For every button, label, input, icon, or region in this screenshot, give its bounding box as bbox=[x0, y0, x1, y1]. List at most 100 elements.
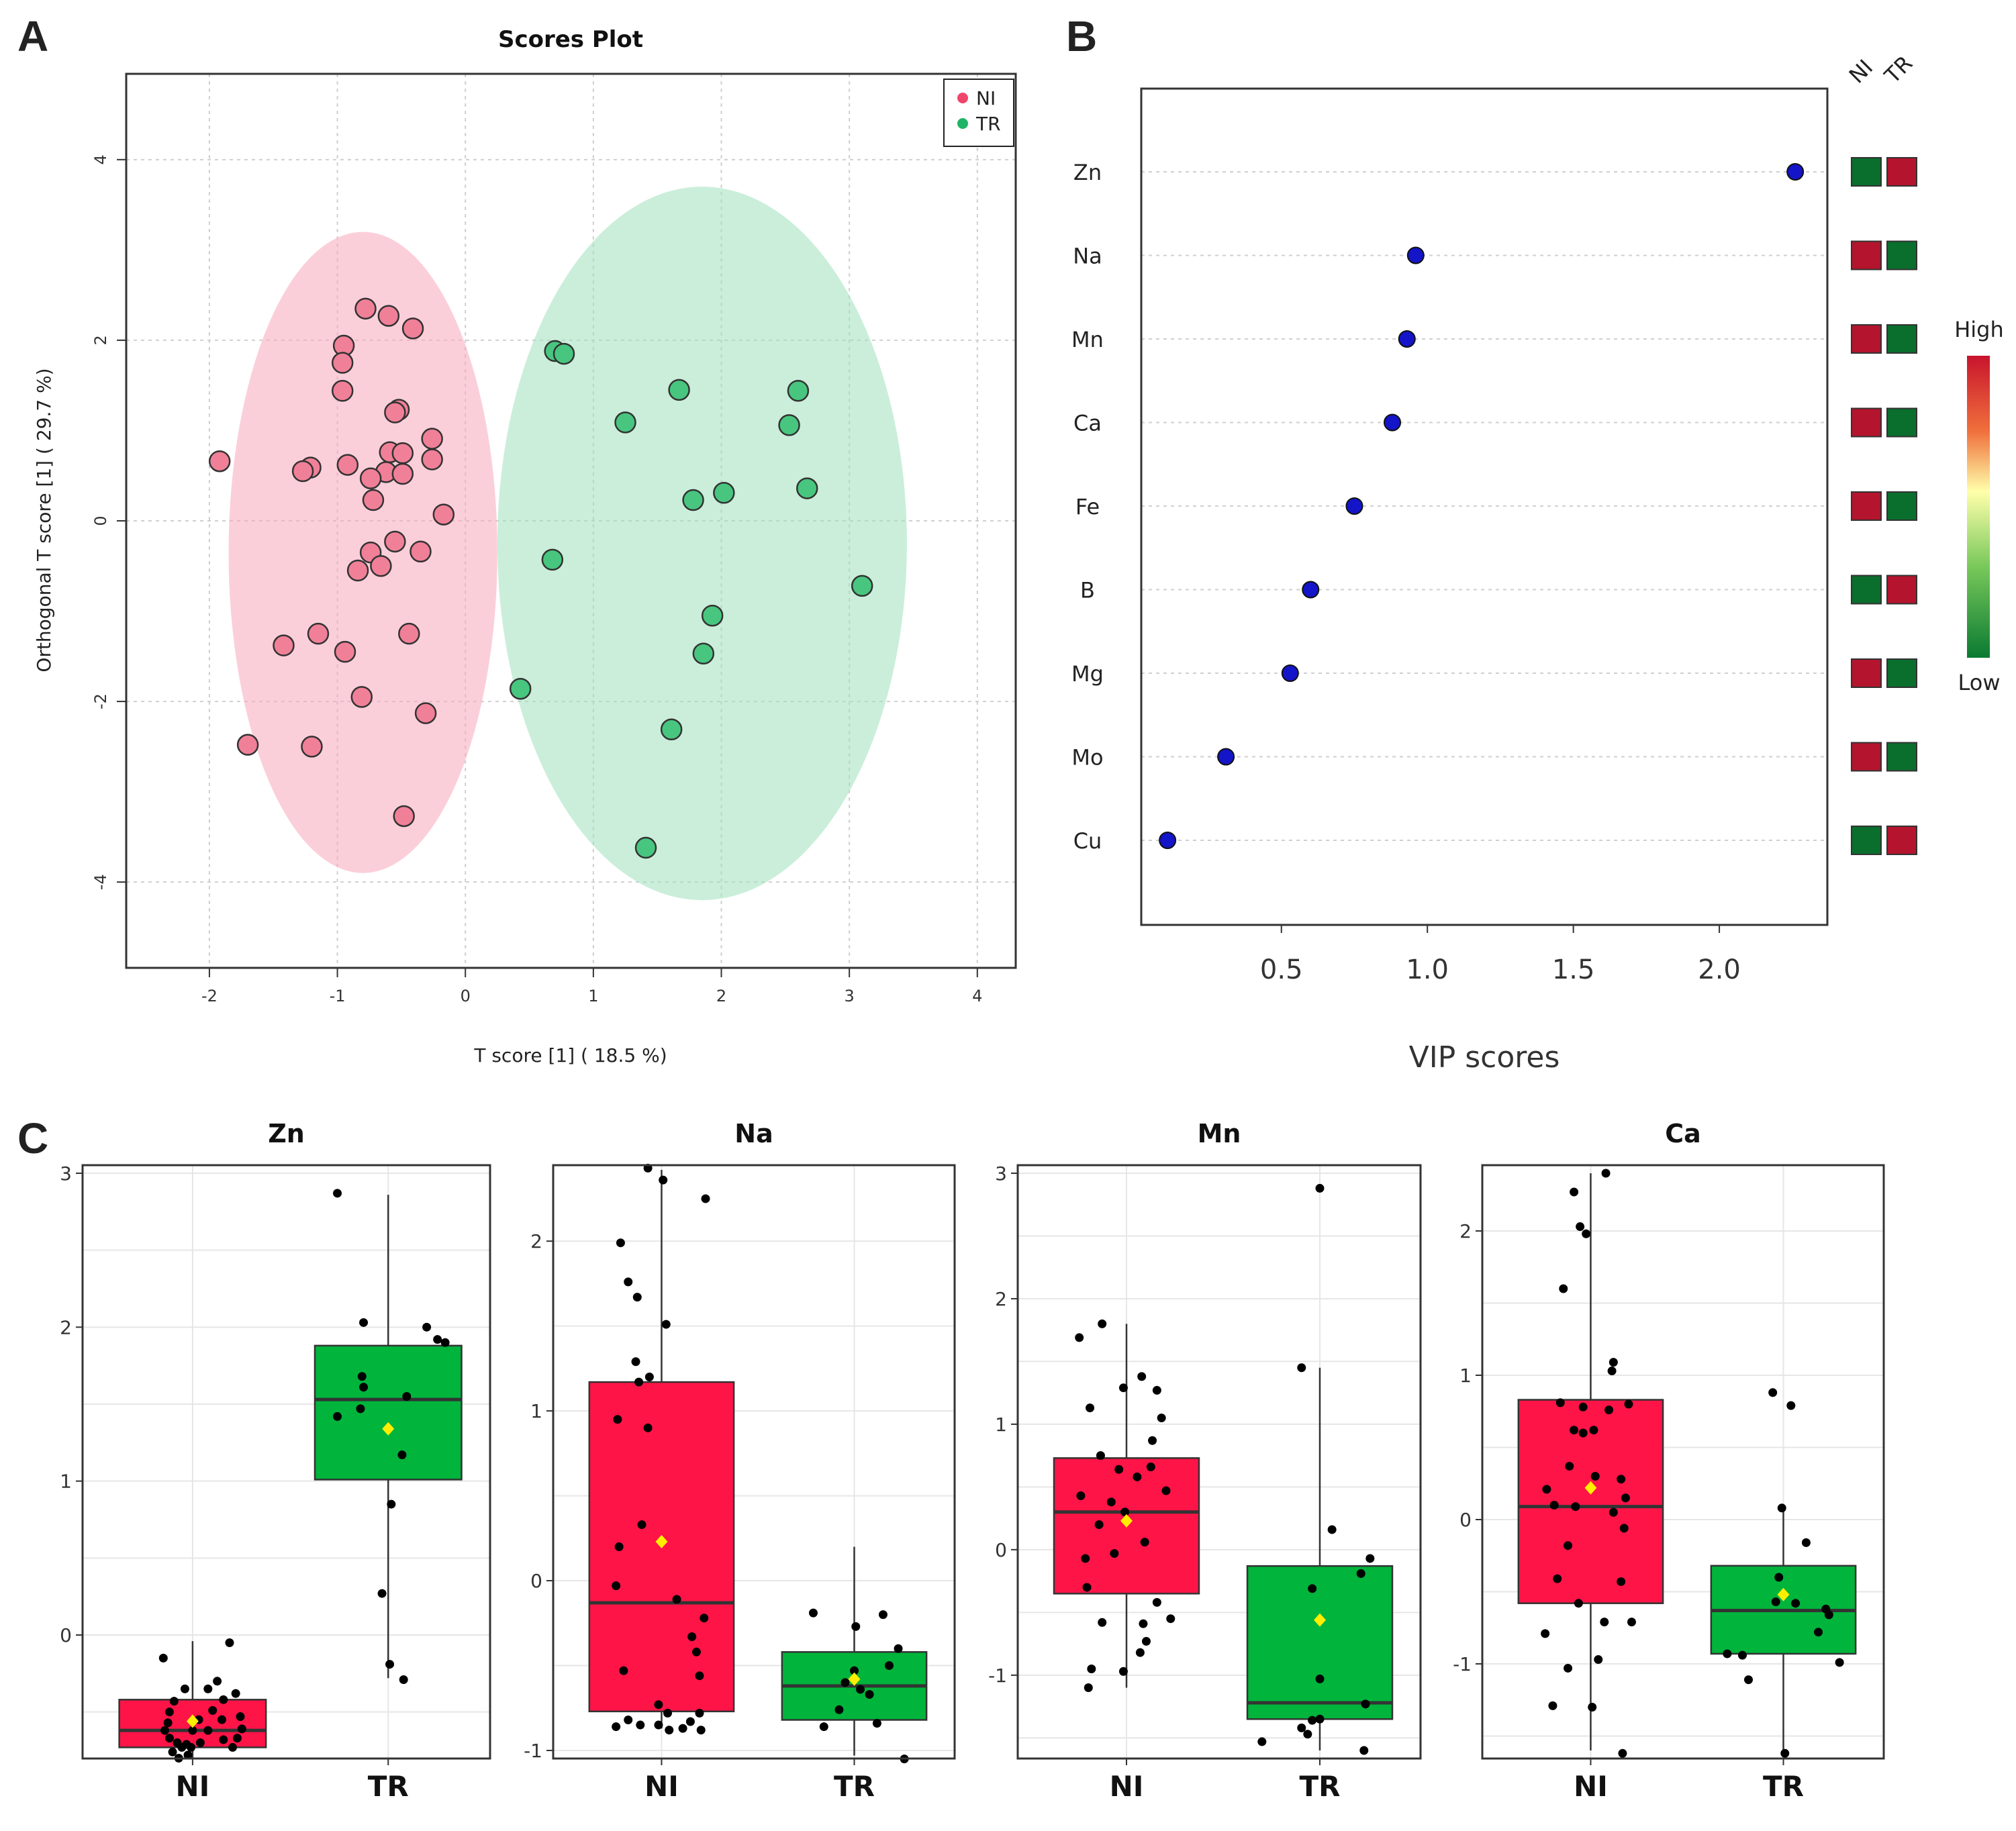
box-y-tick-label: 3 bbox=[995, 1162, 1007, 1185]
box-jitter-point bbox=[228, 1742, 238, 1752]
scores-x-tick-label: 1 bbox=[588, 987, 598, 1005]
ni-score-point bbox=[336, 454, 359, 476]
heatmap-cell bbox=[1851, 407, 1882, 438]
box-mean-marker bbox=[382, 1422, 395, 1436]
ni-score-point bbox=[377, 305, 400, 327]
box-jitter-point bbox=[661, 1320, 671, 1329]
box-plot-title: Na bbox=[734, 1119, 773, 1148]
box-jitter-point bbox=[163, 1718, 173, 1728]
box-jitter-point bbox=[236, 1712, 245, 1722]
vip-x-tick-label: 1.0 bbox=[1406, 954, 1449, 985]
box-plot-frame bbox=[1481, 1164, 1885, 1760]
box-jitter-point bbox=[1308, 1584, 1317, 1593]
box-jitter-point bbox=[219, 1695, 228, 1704]
box-jitter-point bbox=[1565, 1461, 1574, 1471]
box-plots: Zn 0 1 2 3 NI TR Na -1 0 1 2 NI TR Mn -1 0 1 2 3 NI TR Ca -1 0 1 2… bbox=[60, 1119, 1885, 1803]
scores-y-tick-label: -4 bbox=[91, 874, 110, 890]
box-jitter-point bbox=[624, 1277, 633, 1287]
box-mean-marker bbox=[1314, 1613, 1326, 1627]
tr-score-point bbox=[787, 380, 810, 402]
heatmap-cell bbox=[1886, 491, 1917, 521]
box-plot-frame bbox=[552, 1164, 956, 1760]
box-jitter-point bbox=[1365, 1554, 1375, 1563]
ni-score-point bbox=[236, 734, 259, 756]
box-jitter-point bbox=[1607, 1367, 1617, 1376]
vip-element-label: Na bbox=[1073, 244, 1102, 269]
scores-points bbox=[208, 297, 873, 859]
box-plot-na: Na -1 0 1 2 NI TR bbox=[524, 1119, 956, 1803]
heatmap-column-header: NI bbox=[1844, 54, 1878, 88]
tr-score-point bbox=[668, 379, 690, 401]
box-jitter-point bbox=[1118, 1383, 1128, 1393]
box-jitter-point bbox=[1627, 1618, 1636, 1627]
box-jitter-point bbox=[356, 1404, 365, 1414]
box-jitter-point bbox=[850, 1666, 859, 1675]
vip-ticks: 0.5 1.0 1.5 2.0 bbox=[1260, 925, 1741, 985]
box-jitter-point bbox=[614, 1542, 624, 1551]
ni-score-point bbox=[334, 640, 356, 663]
box-x-tick-label: TR bbox=[368, 1770, 409, 1803]
legend-tr-label: TR bbox=[975, 113, 1001, 135]
box-plot-zn: Zn 0 1 2 3 NI TR bbox=[60, 1119, 491, 1803]
box-jitter-point bbox=[1327, 1525, 1337, 1534]
box-jitter-point bbox=[385, 1660, 395, 1669]
scores-ticks: -2 -1 0 1 2 3 4 -4 -2 0 2 4 bbox=[91, 154, 982, 1005]
box-plot-frame bbox=[1016, 1164, 1422, 1760]
box-plot-ca: Ca -1 0 1 2 NI TR bbox=[1453, 1119, 1885, 1803]
heatmap-cell bbox=[1886, 658, 1917, 688]
box-jitter-point bbox=[1600, 1618, 1609, 1627]
box-mean-marker bbox=[655, 1534, 668, 1548]
box-y-tick-label: -1 bbox=[988, 1665, 1007, 1687]
ni-score-point bbox=[273, 634, 295, 656]
box-mean-marker bbox=[1584, 1481, 1597, 1495]
heatmap-cell bbox=[1851, 575, 1882, 605]
box-jitter-point bbox=[1570, 1187, 1579, 1197]
box-jitter-point bbox=[1135, 1648, 1145, 1657]
heatmap-cell bbox=[1851, 826, 1882, 855]
heatmap-cell bbox=[1886, 407, 1917, 438]
panel-letter-b: B bbox=[1066, 12, 1097, 60]
box-jitter-point bbox=[1148, 1436, 1157, 1445]
box-jitter-point bbox=[865, 1690, 874, 1699]
tr-score-point bbox=[509, 678, 532, 700]
vip-point bbox=[1384, 413, 1402, 432]
box-jitter-point bbox=[637, 1520, 646, 1530]
box-plot-mn: Mn -1 0 1 2 3 NI TR bbox=[988, 1119, 1422, 1803]
tr-score-point bbox=[614, 411, 636, 434]
panel-letter-c: C bbox=[17, 1114, 48, 1162]
box-jitter-point bbox=[696, 1726, 706, 1735]
box-jitter-point bbox=[1571, 1502, 1580, 1512]
box-jitter-point bbox=[1621, 1493, 1630, 1503]
box-jitter-point bbox=[208, 1705, 218, 1715]
box-jitter-point bbox=[225, 1638, 234, 1647]
box-jitter-point bbox=[695, 1708, 704, 1718]
box-y-tick-label: 2 bbox=[60, 1316, 72, 1338]
box-jitter-point bbox=[1098, 1618, 1107, 1627]
box-jitter-point bbox=[644, 1373, 654, 1382]
box-jitter-point bbox=[613, 1415, 622, 1424]
scores-x-tick-label: -2 bbox=[201, 987, 218, 1005]
vip-x-tick-label: 0.5 bbox=[1260, 954, 1303, 985]
box-jitter-point bbox=[1564, 1541, 1573, 1550]
box-jitter-point bbox=[1098, 1319, 1107, 1328]
box-jitter-point bbox=[636, 1720, 645, 1730]
box-y-tick-label: 0 bbox=[530, 1570, 542, 1592]
box-jitter-point bbox=[1609, 1358, 1618, 1367]
box-jitter-point bbox=[219, 1735, 228, 1744]
scores-x-tick-label: 4 bbox=[972, 987, 982, 1005]
box-jitter-point bbox=[1774, 1573, 1784, 1582]
box-jitter-point bbox=[1541, 1629, 1550, 1638]
scores-x-tick-label: 2 bbox=[716, 987, 726, 1005]
box-jitter-point bbox=[168, 1747, 177, 1756]
panel-letter-a: A bbox=[17, 12, 48, 60]
heatmap-cells bbox=[1851, 157, 1917, 855]
box-jitter-point bbox=[1076, 1491, 1086, 1500]
box-y-tick-label: 2 bbox=[995, 1288, 1007, 1310]
ni-score-point bbox=[421, 428, 443, 450]
box-x-tick-label: TR bbox=[1300, 1770, 1341, 1803]
box-jitter-point bbox=[1114, 1465, 1124, 1474]
box-jitter-point bbox=[841, 1678, 850, 1687]
box-mean-marker bbox=[186, 1714, 199, 1728]
ni-score-point bbox=[421, 448, 443, 471]
legend-box bbox=[943, 79, 1014, 147]
